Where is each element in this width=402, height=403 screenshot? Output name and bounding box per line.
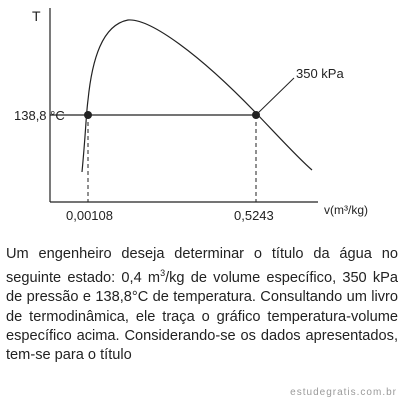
question-part2: /kg de volume específico, 350 kPa de pre… [6,270,399,364]
x-axis-label: v(m³/kg) [324,203,368,217]
x-tick-left: 0,00108 [66,208,113,223]
isobar-leader-line [255,77,295,116]
temperature-label: 138,8 °C [14,108,65,123]
saturated-vapor-point [252,111,260,119]
isobar-label: 350 kPa [296,66,344,81]
x-tick-right: 0,5243 [234,208,274,223]
y-axis-label: T [32,8,41,24]
question-text: Um engenheiro deseja determinar o título… [6,245,398,366]
saturated-liquid-point [84,111,92,119]
question-part1: Um engenheiro deseja determinar o título… [6,246,398,287]
superscript-3: 3 [160,268,166,279]
saturation-dome-curve [81,19,313,173]
watermark: estudegratis.com.br [290,387,397,398]
t-v-diagram: T 138,8 °C 350 kPa 0,00108 0,5243 v(m³/k… [14,8,368,223]
